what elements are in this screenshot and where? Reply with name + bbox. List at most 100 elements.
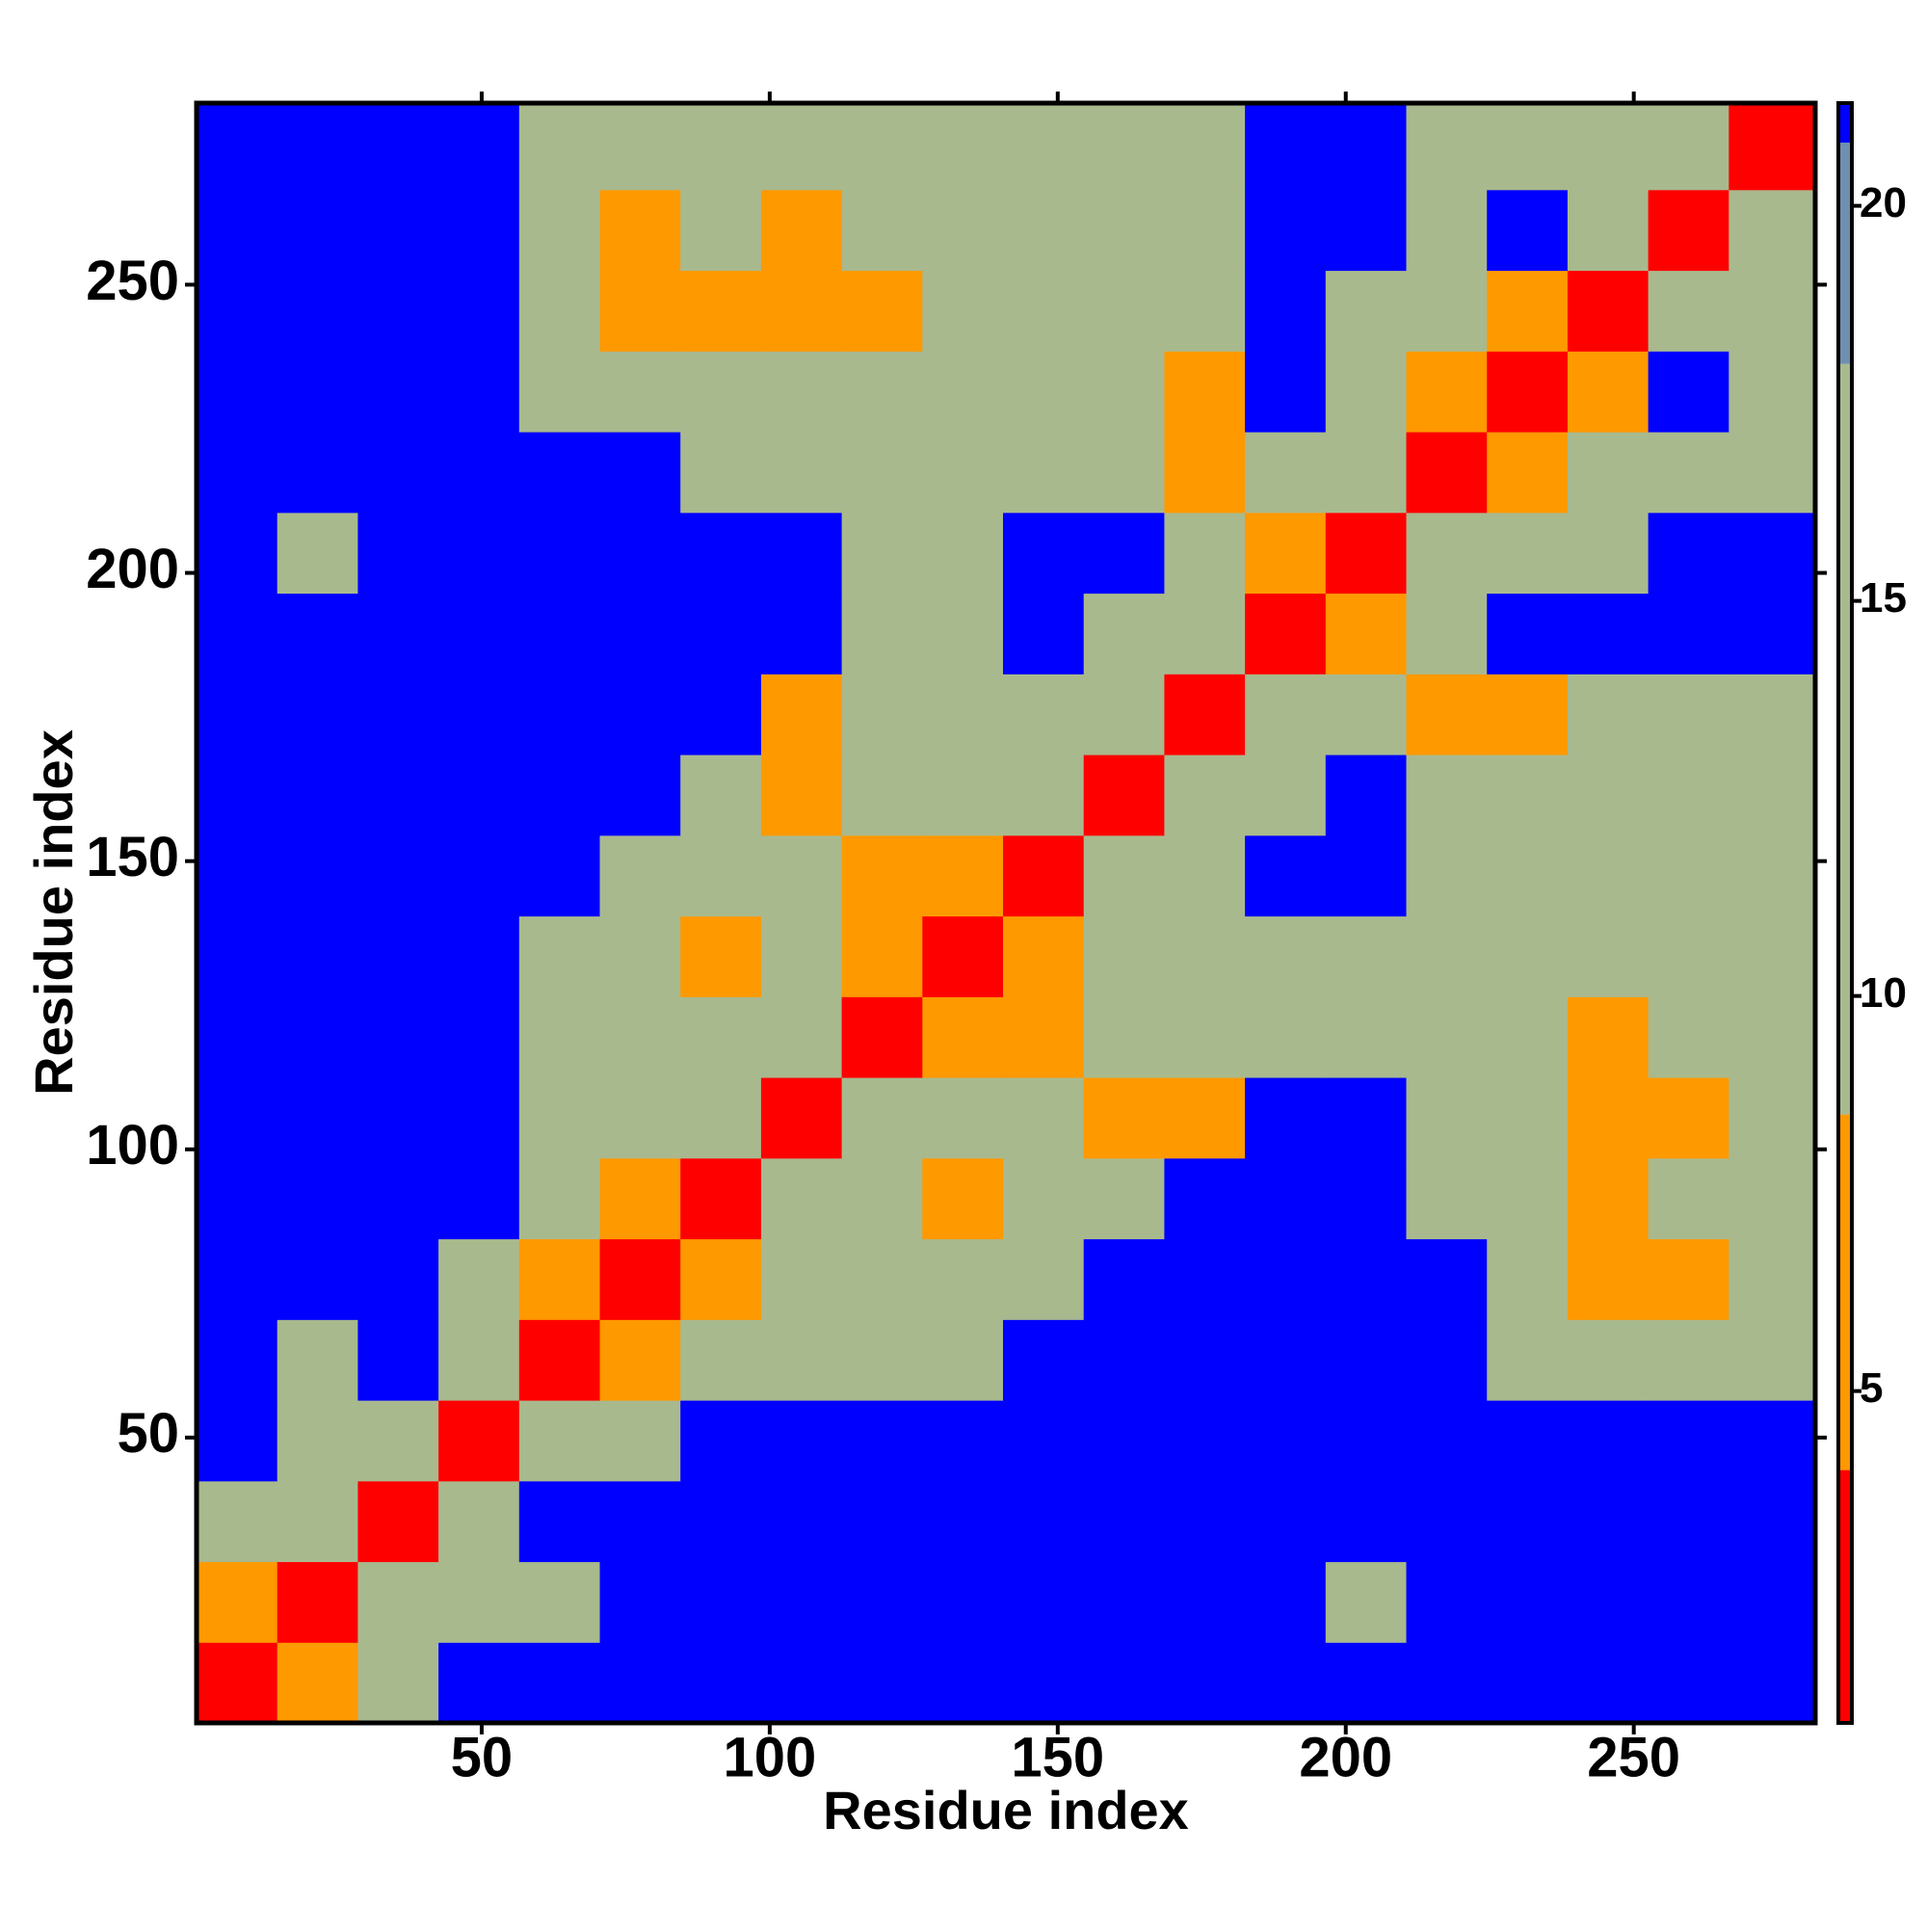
heatmap-cell (277, 103, 359, 191)
heatmap-cell (1245, 351, 1327, 433)
heatmap-cell (1487, 270, 1569, 352)
heatmap-cell (1245, 834, 1327, 917)
heatmap-cell (277, 996, 359, 1078)
heatmap-cell (1406, 996, 1488, 1078)
heatmap-cell (1406, 189, 1488, 272)
heatmap-cell (680, 351, 762, 433)
y-tick-label: 250 (86, 250, 179, 312)
heatmap-cell (1164, 593, 1246, 675)
heatmap-cell (680, 834, 762, 917)
heatmap-cell (1648, 1076, 1729, 1159)
heatmap-cell (1164, 1238, 1246, 1320)
heatmap-cell (1003, 1480, 1085, 1563)
heatmap-cell (1567, 834, 1650, 917)
heatmap-cell (1164, 431, 1246, 514)
heatmap-cell (760, 351, 843, 433)
heatmap-cell (1567, 996, 1650, 1078)
heatmap-cell (1325, 1642, 1408, 1724)
heatmap-cell (277, 1399, 359, 1482)
heatmap-cell (1406, 1642, 1488, 1724)
heatmap-cell (1648, 431, 1729, 514)
heatmap-cell (1406, 431, 1488, 514)
heatmap-cell (1083, 189, 1166, 272)
heatmap-cell (1567, 1076, 1650, 1159)
heatmap-cell (1648, 1642, 1729, 1724)
heatmap-cell (1567, 1480, 1650, 1563)
heatmap-cell (518, 189, 601, 272)
heatmap-cell (1325, 189, 1408, 272)
heatmap-cell (1003, 103, 1085, 191)
heatmap-cell (680, 1561, 762, 1643)
heatmap-cell (599, 1076, 681, 1159)
heatmap-cell (1487, 996, 1569, 1078)
heatmap-cell (1164, 1076, 1246, 1159)
heatmap-cell (1567, 270, 1650, 352)
heatmap-cell (1729, 1561, 1816, 1643)
heatmap-cell (1648, 1480, 1729, 1563)
heatmap-cell (1729, 1642, 1816, 1724)
heatmap-cell (1245, 1157, 1327, 1240)
heatmap-cell (357, 593, 439, 675)
heatmap-cell (1487, 674, 1569, 755)
heatmap-cell (1729, 593, 1816, 675)
heatmap-cell (1567, 1399, 1650, 1482)
heatmap-cell (1003, 1399, 1085, 1482)
heatmap-cell (1406, 1319, 1488, 1401)
y-axis-label: Residue index (23, 729, 84, 1096)
heatmap-cell (599, 351, 681, 433)
heatmap-cell (1487, 915, 1569, 997)
colorbar-tick-label: 10 (1860, 969, 1907, 1017)
heatmap-cell (1325, 1480, 1408, 1563)
heatmap-cell (841, 351, 923, 433)
heatmap-cell (438, 512, 520, 595)
heatmap-cell (1164, 103, 1246, 191)
heatmap-cell (680, 103, 762, 191)
heatmap-cell (1648, 270, 1729, 352)
heatmap-cell (518, 351, 601, 433)
heatmap-cell (1487, 351, 1569, 433)
heatmap-cell (1083, 915, 1166, 997)
heatmap-cell (1487, 1076, 1569, 1159)
heatmap-cell (197, 1238, 278, 1320)
y-tick-label: 200 (86, 538, 179, 600)
heatmap-cell (197, 103, 278, 191)
heatmap-cell (922, 1076, 1004, 1159)
heatmap-cell (922, 754, 1004, 836)
heatmap-cell (518, 1642, 601, 1724)
heatmap-cell (1406, 270, 1488, 352)
heatmap-cell (277, 1076, 359, 1159)
heatmap-cell (922, 431, 1004, 514)
heatmap-cell (841, 270, 923, 352)
heatmap-cell (1567, 1157, 1650, 1240)
heatmap-cell (599, 1238, 681, 1320)
heatmap-cell (841, 1157, 923, 1240)
heatmap-cell (197, 1076, 278, 1159)
colorbar-band (1838, 363, 1852, 1115)
heatmap-cell (277, 1480, 359, 1563)
heatmap-cell (1729, 1319, 1816, 1401)
heatmap-cell (760, 1480, 843, 1563)
heatmap-cell (680, 1157, 762, 1240)
colorbar-band (1838, 103, 1852, 143)
heatmap-cell (760, 1319, 843, 1401)
heatmap-cell (197, 593, 278, 675)
heatmap-cell (1648, 103, 1729, 191)
heatmap-cell (760, 431, 843, 514)
heatmap-cell (680, 512, 762, 595)
heatmap-cell (841, 915, 923, 997)
heatmap-cell (599, 1157, 681, 1240)
heatmap-cell (599, 103, 681, 191)
heatmap-cell (1003, 1319, 1085, 1401)
heatmap-cell (760, 103, 843, 191)
plot-frame (194, 100, 1818, 1726)
heatmap-cell (1487, 593, 1569, 675)
colorbar-tick-label: 15 (1860, 574, 1907, 622)
heatmap-cell (1325, 270, 1408, 352)
heatmap-cell (1003, 1561, 1085, 1643)
heatmap-cell (197, 1157, 278, 1240)
heatmap-cell (1729, 1076, 1816, 1159)
heatmap-cell (1164, 512, 1246, 595)
heatmap-cell (680, 1480, 762, 1563)
heatmap-cell (599, 1642, 681, 1724)
